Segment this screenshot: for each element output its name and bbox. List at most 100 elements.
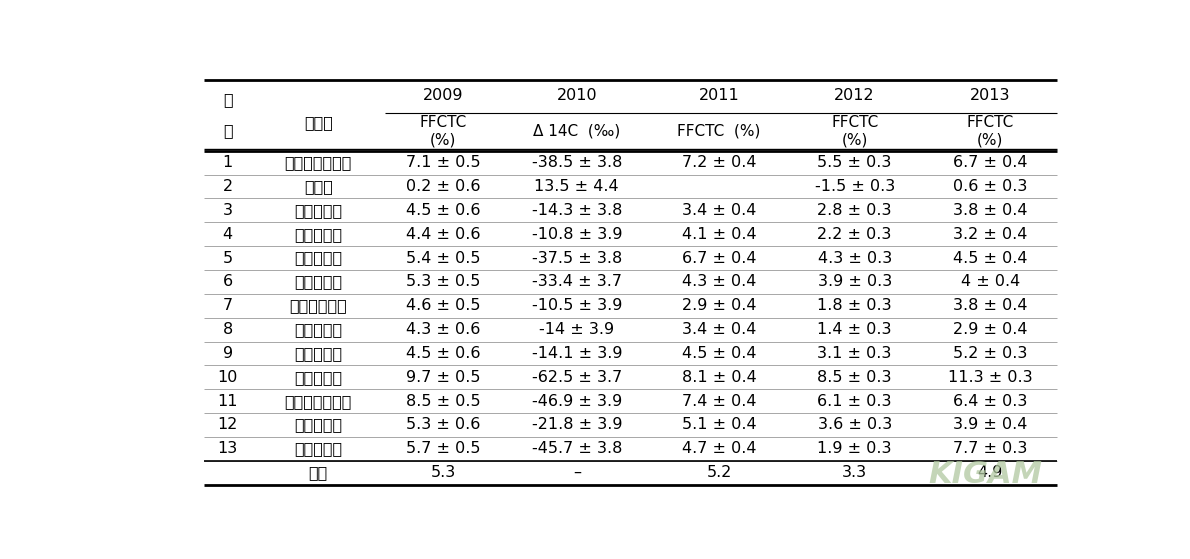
Text: 6.4 ± 0.3: 6.4 ± 0.3 [953,394,1028,409]
Text: 4.1 ± 0.4: 4.1 ± 0.4 [682,227,757,241]
Text: 3.4 ± 0.4: 3.4 ± 0.4 [682,322,756,337]
Text: 3.1 ± 0.3: 3.1 ± 0.3 [818,346,891,361]
Text: 4.7 ± 0.4: 4.7 ± 0.4 [682,442,756,456]
Text: 5.3 ± 0.5: 5.3 ± 0.5 [406,274,481,290]
Text: 4.3 ± 0.4: 4.3 ± 0.4 [682,274,756,290]
Text: 13: 13 [218,442,238,456]
Text: 4.5 ± 0.6: 4.5 ± 0.6 [406,346,481,361]
Text: 7: 7 [223,299,233,313]
Text: 3.9 ± 0.3: 3.9 ± 0.3 [818,274,891,290]
Text: -37.5 ± 3.8: -37.5 ± 3.8 [532,250,622,266]
Text: -45.7 ± 3.8: -45.7 ± 3.8 [532,442,622,456]
Text: 9.7 ± 0.5: 9.7 ± 0.5 [406,370,481,385]
Text: -21.8 ± 3.9: -21.8 ± 3.9 [532,418,622,433]
Text: 6.1 ± 0.3: 6.1 ± 0.3 [818,394,892,409]
Text: 7.1 ± 0.5: 7.1 ± 0.5 [406,155,481,170]
Text: 죽전사거리: 죽전사거리 [294,418,343,433]
Text: 지역명: 지역명 [303,115,333,130]
Text: -10.8 ± 3.9: -10.8 ± 3.9 [532,227,622,241]
Text: 3.4 ± 0.4: 3.4 ± 0.4 [682,203,756,218]
Text: -62.5 ± 3.7: -62.5 ± 3.7 [532,370,622,385]
Text: -38.5 ± 3.8: -38.5 ± 3.8 [532,155,622,170]
Text: 0.6 ± 0.3: 0.6 ± 0.3 [953,179,1028,194]
Text: 2010: 2010 [557,88,597,103]
Text: 2013: 2013 [970,88,1010,103]
Text: Δ 14C  (‰): Δ 14C (‰) [533,124,620,139]
Text: KIGAM: KIGAM [928,460,1042,489]
Text: 0.2 ± 0.6: 0.2 ± 0.6 [406,179,481,194]
Text: 황금사거리: 황금사거리 [294,442,343,456]
Text: 7.7 ± 0.3: 7.7 ± 0.3 [953,442,1028,456]
Text: 3.8 ± 0.4: 3.8 ± 0.4 [953,299,1028,313]
Text: -1.5 ± 0.3: -1.5 ± 0.3 [814,179,895,194]
Text: 7.4 ± 0.4: 7.4 ± 0.4 [682,394,756,409]
Text: 동대구역사거리: 동대구역사거리 [284,155,352,170]
Text: 3.9 ± 0.4: 3.9 ± 0.4 [953,418,1028,433]
Text: 호: 호 [223,124,232,139]
Text: 4.3 ± 0.3: 4.3 ± 0.3 [818,250,891,266]
Text: 11: 11 [218,394,238,409]
Text: 1.9 ± 0.3: 1.9 ± 0.3 [818,442,892,456]
Text: -14 ± 3.9: -14 ± 3.9 [539,322,614,337]
Text: 1.4 ± 0.3: 1.4 ± 0.3 [818,322,892,337]
Text: -14.1 ± 3.9: -14.1 ± 3.9 [532,346,622,361]
Text: 1: 1 [223,155,233,170]
Text: 13.5 ± 4.4: 13.5 ± 4.4 [534,179,619,194]
Text: 3.6 ± 0.3: 3.6 ± 0.3 [818,418,891,433]
Text: 4.9: 4.9 [978,465,1003,480]
Text: -46.9 ± 3.9: -46.9 ± 3.9 [532,394,622,409]
Text: 5.5 ± 0.3: 5.5 ± 0.3 [818,155,891,170]
Text: 범어사거리: 범어사거리 [294,322,343,337]
Text: -33.4 ± 3.7: -33.4 ± 3.7 [532,274,621,290]
Text: 8.5 ± 0.5: 8.5 ± 0.5 [406,394,481,409]
Text: 4 ± 0.4: 4 ± 0.4 [960,274,1020,290]
Text: 2.2 ± 0.3: 2.2 ± 0.3 [818,227,891,241]
Text: 2011: 2011 [699,88,739,103]
Text: 9: 9 [223,346,233,361]
Text: 두산오거리: 두산오거리 [294,227,343,241]
Text: 3.3: 3.3 [843,465,868,480]
Text: –: – [572,465,581,480]
Text: 12: 12 [218,418,238,433]
Text: 4.4 ± 0.6: 4.4 ± 0.6 [406,227,481,241]
Text: 동화사: 동화사 [303,179,333,194]
Text: 본리사거리: 본리사거리 [294,346,343,361]
Text: 4.5 ± 0.4: 4.5 ± 0.4 [953,250,1028,266]
Text: 3: 3 [223,203,233,218]
Text: 6: 6 [223,274,233,290]
Text: 성당사거리: 성당사거리 [294,370,343,385]
Text: 영대병원사거리: 영대병원사거리 [284,394,352,409]
Text: 8.5 ± 0.3: 8.5 ± 0.3 [818,370,892,385]
Text: 2: 2 [223,179,233,194]
Text: 3.8 ± 0.4: 3.8 ± 0.4 [953,203,1028,218]
Text: 8.1 ± 0.4: 8.1 ± 0.4 [682,370,757,385]
Text: 만평사거리: 만평사거리 [294,274,343,290]
Text: 평균: 평균 [308,465,328,480]
Text: 1.8 ± 0.3: 1.8 ± 0.3 [818,299,892,313]
Text: 번: 번 [223,92,232,107]
Text: 4.5 ± 0.4: 4.5 ± 0.4 [682,346,756,361]
Text: 두류사거리: 두류사거리 [294,203,343,218]
Text: FFCTC
(%): FFCTC (%) [831,115,878,147]
Text: 6.7 ± 0.4: 6.7 ± 0.4 [682,250,756,266]
Text: 반월당사거리: 반월당사거리 [289,299,347,313]
Text: 7.2 ± 0.4: 7.2 ± 0.4 [682,155,756,170]
Text: 3.2 ± 0.4: 3.2 ± 0.4 [953,227,1028,241]
Text: 2012: 2012 [834,88,875,103]
Text: 만촌사거리: 만촌사거리 [294,250,343,266]
Text: 6.7 ± 0.4: 6.7 ± 0.4 [953,155,1028,170]
Text: 5.2: 5.2 [706,465,732,480]
Text: FFCTC
(%): FFCTC (%) [966,115,1014,147]
Text: 5.2 ± 0.3: 5.2 ± 0.3 [953,346,1028,361]
Text: 5.3 ± 0.6: 5.3 ± 0.6 [406,418,481,433]
Text: 2.8 ± 0.3: 2.8 ± 0.3 [818,203,892,218]
Text: -10.5 ± 3.9: -10.5 ± 3.9 [532,299,622,313]
Text: 2.9 ± 0.4: 2.9 ± 0.4 [953,322,1028,337]
Text: 10: 10 [218,370,238,385]
Text: 11.3 ± 0.3: 11.3 ± 0.3 [948,370,1033,385]
Text: 5.1 ± 0.4: 5.1 ± 0.4 [682,418,757,433]
Text: 8: 8 [223,322,233,337]
Text: 4.3 ± 0.6: 4.3 ± 0.6 [406,322,481,337]
Text: 2.9 ± 0.4: 2.9 ± 0.4 [682,299,756,313]
Text: 2009: 2009 [422,88,463,103]
